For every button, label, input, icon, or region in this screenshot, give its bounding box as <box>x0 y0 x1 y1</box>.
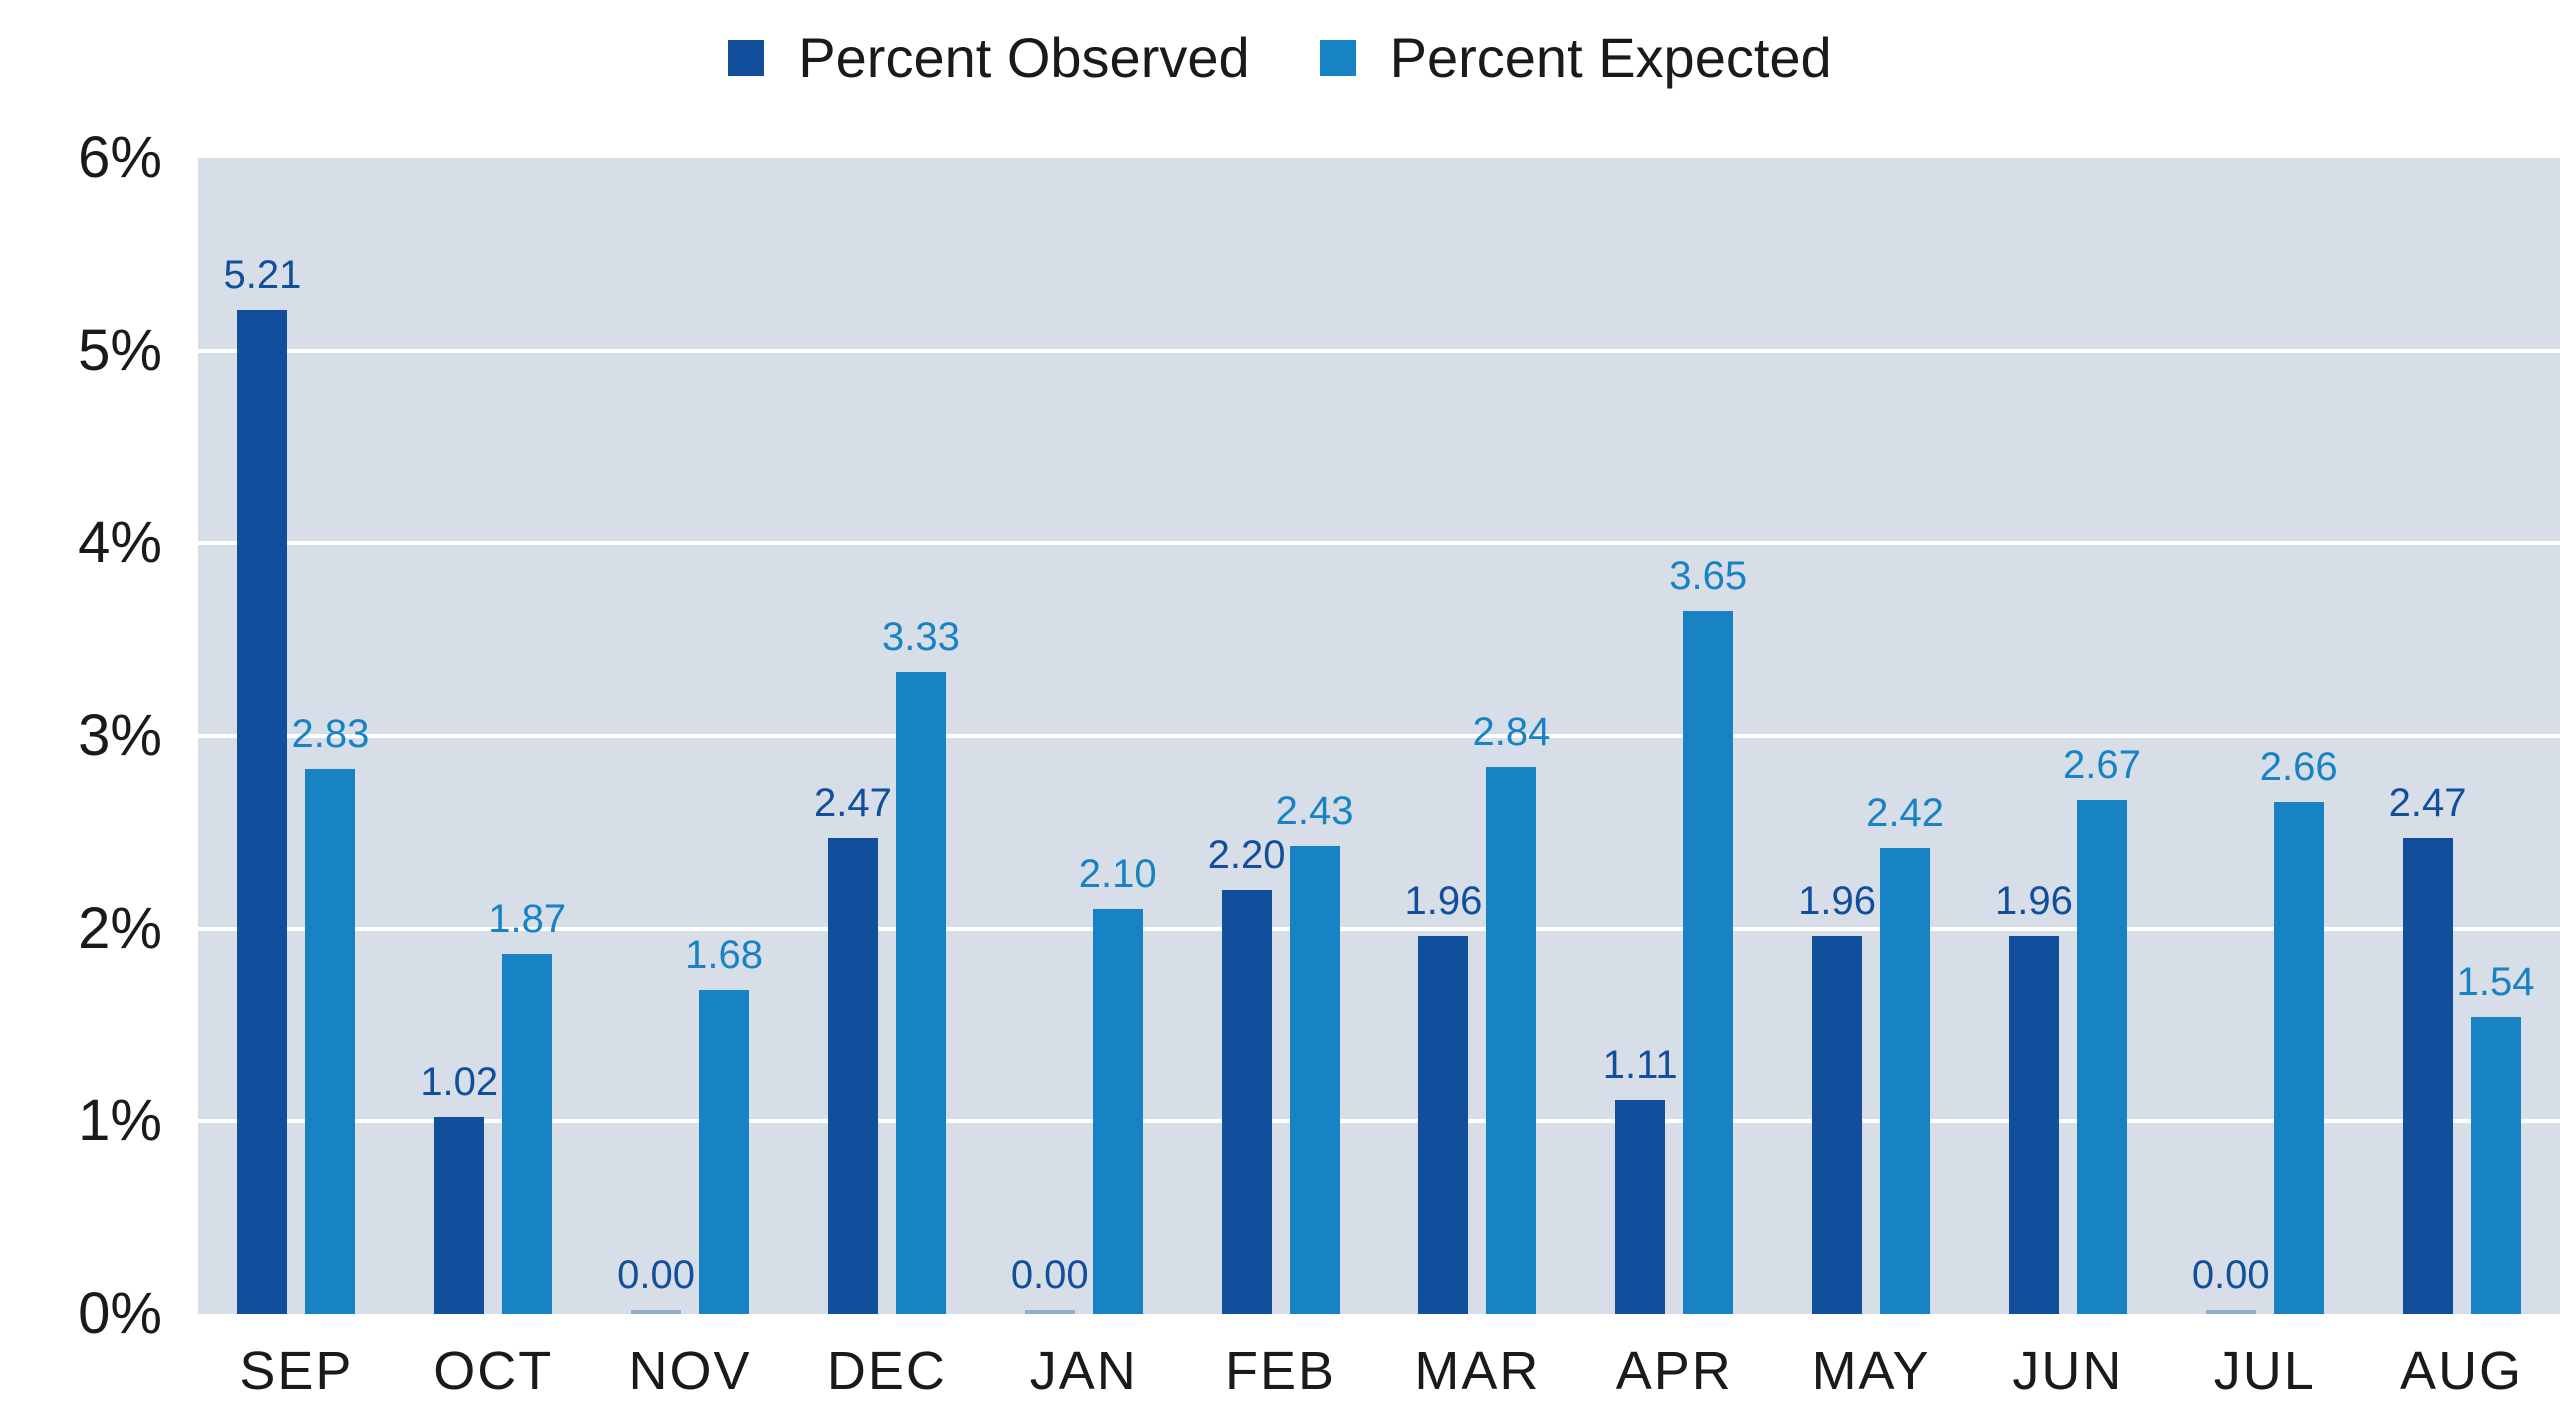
value-label-apr-observed: 1.11 <box>1602 1043 1678 1087</box>
bar-sep-expected <box>305 769 356 1314</box>
value-label-jun-observed: 1.96 <box>1994 879 2073 923</box>
value-label-may-expected: 2.42 <box>1866 791 1944 835</box>
y-tick-label-6pct: 6% <box>78 125 162 190</box>
legend-item-percent-expected: Percent Expected <box>1319 24 1832 92</box>
value-label-aug-expected: 1.54 <box>2456 960 2535 1004</box>
bar-oct-expected <box>502 954 553 1314</box>
bar-mar-expected <box>1486 767 1537 1314</box>
x-tick-label-may: MAY <box>1811 1341 1931 1401</box>
bar-dec-expected <box>895 672 946 1314</box>
legend-label-percent-observed: Percent Observed <box>798 26 1250 89</box>
x-tick-label-dec: DEC <box>826 1341 947 1401</box>
x-tick-label-feb: FEB <box>1225 1341 1337 1401</box>
value-label-jul-expected: 2.66 <box>2259 745 2338 789</box>
y-tick-label-0pct: 0% <box>78 1281 162 1346</box>
value-label-mar-observed: 1.96 <box>1404 879 1483 923</box>
bar-aug-expected <box>2470 1017 2521 1314</box>
plot-area: 5.21 2.83 1.02 1.87 0.00 1.68 2.47 3.33 0.00 2.10… <box>198 158 2560 1314</box>
x-tick-label-sep: SEP <box>239 1341 354 1401</box>
bar-jun-observed <box>2008 936 2059 1314</box>
bar-group-aug: 2.47 1.54 <box>2363 158 2560 1314</box>
legend-label-percent-expected: Percent Expected <box>1389 26 1832 89</box>
bar-group-jul: 0.00 2.66 <box>2166 158 2363 1314</box>
value-label-feb-expected: 2.43 <box>1275 789 1354 833</box>
x-tick-label-oct: OCT <box>433 1341 554 1401</box>
bar-group-mar: 1.96 2.84 <box>1379 158 1576 1314</box>
legend: Percent Observed Percent Expected <box>0 24 2560 92</box>
bar-jan-observed <box>1024 1310 1075 1314</box>
legend-item-percent-observed: Percent Observed <box>728 24 1250 92</box>
bar-group-jun: 1.96 2.67 <box>1970 158 2167 1314</box>
y-tick-label-1pct: 1% <box>78 1088 162 1154</box>
x-tick-label-jul: JUL <box>2213 1341 2316 1401</box>
value-label-sep-expected: 2.83 <box>291 712 370 756</box>
value-label-oct-expected: 1.87 <box>488 897 567 941</box>
y-tick-label-2pct: 2% <box>78 895 162 961</box>
value-label-nov-observed: 0.00 <box>617 1253 695 1297</box>
bar-nov-observed <box>631 1310 682 1314</box>
bar-jul-expected <box>2273 802 2324 1314</box>
value-label-jan-observed: 0.00 <box>1010 1253 1089 1297</box>
value-label-dec-expected: 3.33 <box>881 615 960 659</box>
y-axis: 0% 1% 2% 3% 4% 5% 6% <box>0 125 162 1346</box>
value-label-feb-observed: 2.20 <box>1207 833 1286 877</box>
expected-series-swatch-icon <box>1319 40 1356 76</box>
bar-mar-observed <box>1418 936 1469 1314</box>
bar-group-feb: 2.20 2.43 <box>1182 158 1379 1314</box>
y-tick-label-5pct: 5% <box>78 317 162 383</box>
bar-group-sep: 5.21 2.83 <box>198 158 395 1314</box>
bar-oct-observed <box>434 1117 485 1314</box>
x-tick-label-apr: APR <box>1615 1341 1733 1401</box>
gridline-1-percent <box>198 1119 2560 1124</box>
x-tick-label-mar: MAR <box>1414 1341 1541 1401</box>
value-label-jan-expected: 2.10 <box>1078 852 1157 896</box>
x-tick-label-aug: AUG <box>2400 1341 2524 1401</box>
bar-jun-expected <box>2076 800 2127 1314</box>
y-tick-label-4pct: 4% <box>78 510 162 576</box>
bar-feb-observed <box>1221 890 1272 1314</box>
bar-group-dec: 2.47 3.33 <box>789 158 986 1314</box>
value-label-apr-expected: 3.65 <box>1669 554 1748 598</box>
x-tick-label-jun: JUN <box>2012 1341 2124 1401</box>
bar-feb-expected <box>1289 846 1340 1314</box>
bar-jul-observed <box>2205 1310 2256 1314</box>
bar-group-jan: 0.00 2.10 <box>985 158 1182 1314</box>
observed-series-swatch-icon <box>728 40 765 76</box>
value-label-aug-observed: 2.47 <box>2388 781 2467 825</box>
value-label-mar-expected: 2.84 <box>1472 710 1551 754</box>
bar-sep-observed <box>237 310 288 1314</box>
value-label-jun-expected: 2.67 <box>2062 743 2141 787</box>
gridline-4-percent <box>198 541 2560 546</box>
x-axis: SEP OCT NOV DEC JAN FEB MAR APR MAY JUN JUL AUG <box>198 1340 2560 1404</box>
value-label-oct-observed: 1.02 <box>420 1060 499 1104</box>
bar-may-expected <box>1880 848 1931 1314</box>
value-label-dec-observed: 2.47 <box>813 781 892 825</box>
value-label-sep-observed: 5.21 <box>223 253 302 297</box>
bar-jan-expected <box>1092 909 1143 1314</box>
bar-apr-expected <box>1683 611 1734 1314</box>
x-tick-label-nov: NOV <box>628 1341 752 1401</box>
bar-may-observed <box>1812 936 1863 1314</box>
gridline-3-percent <box>198 734 2560 738</box>
bar-aug-observed <box>2402 838 2453 1314</box>
value-label-may-observed: 1.96 <box>1798 879 1876 923</box>
bar-group-may: 1.96 2.42 <box>1773 158 1970 1314</box>
value-label-nov-expected: 1.68 <box>685 933 763 977</box>
bar-dec-observed <box>827 838 878 1314</box>
bar-group-oct: 1.02 1.87 <box>395 158 592 1314</box>
gridline-5-percent <box>198 348 2560 353</box>
x-tick-label-jan: JAN <box>1029 1341 1138 1401</box>
bar-apr-observed <box>1615 1100 1666 1314</box>
value-label-jul-observed: 0.00 <box>2191 1253 2270 1297</box>
y-tick-label-3pct: 3% <box>78 703 162 768</box>
bar-nov-expected <box>699 990 750 1314</box>
bar-group-apr: 1.11 3.65 <box>1576 158 1773 1314</box>
bar-group-nov: 0.00 1.68 <box>592 158 789 1314</box>
gridline-2-percent <box>198 926 2560 931</box>
